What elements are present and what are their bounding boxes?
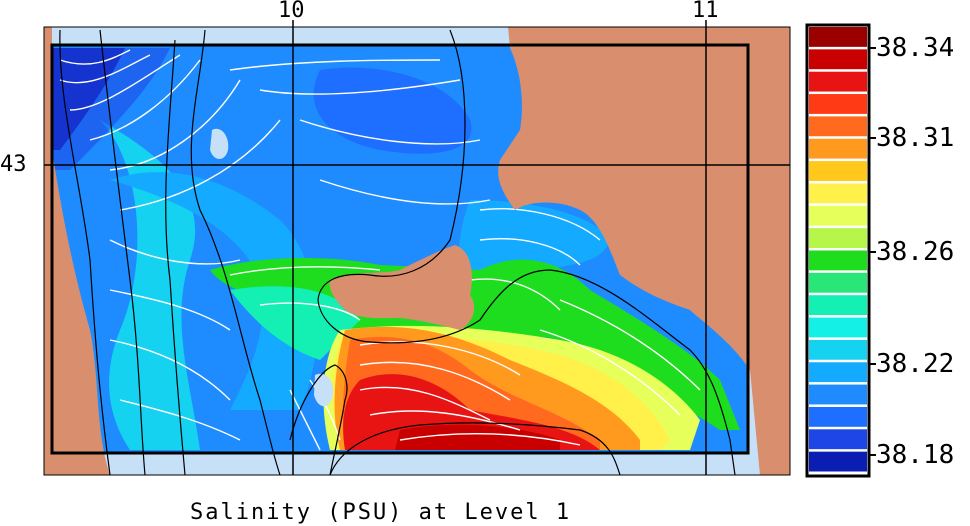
salinity-field-darkred <box>395 424 560 450</box>
colorbar <box>809 27 867 474</box>
map-caption: Salinity (PSU) at Level 1 <box>190 500 572 525</box>
colorbar-swatch <box>809 406 867 427</box>
colorbar-swatch <box>809 295 867 316</box>
map-frame-outer <box>43 26 791 476</box>
salinity-field-lightblue <box>110 172 318 410</box>
colorbar-ticks <box>869 47 876 456</box>
salinity-field-bay <box>458 200 610 350</box>
lon-label-10: 10 <box>278 0 305 23</box>
colorbar-swatch <box>809 49 867 70</box>
colorbar-frame <box>805 23 871 478</box>
colorbar-swatch <box>809 272 867 293</box>
bathymetry-lines <box>59 29 736 475</box>
colorbar-swatch <box>809 205 867 226</box>
colorbar-swatch <box>809 228 867 248</box>
colorbar-swatch <box>809 250 867 271</box>
lat-label-43: 43 <box>0 152 27 177</box>
colorbar-swatch <box>809 161 867 181</box>
salinity-field-blue-nw <box>52 48 170 170</box>
graticule <box>44 20 790 475</box>
colorbar-swatch <box>809 429 867 450</box>
colorbar-swatch <box>809 116 867 137</box>
lon-label-11: 11 <box>692 0 719 23</box>
map-frame-inner <box>50 43 750 455</box>
colorbar-swatch <box>809 317 867 338</box>
colorbar-swatch <box>809 94 867 114</box>
land-northeast <box>498 27 790 475</box>
colorbar-label-4: 38.18 <box>876 440 955 470</box>
land-islet-south <box>314 373 334 407</box>
colorbar-label-0: 38.34 <box>876 33 955 63</box>
colorbar-swatch <box>809 71 867 92</box>
colorbar-label-3: 38.22 <box>876 349 955 379</box>
colorbar-swatch <box>809 339 867 360</box>
land-islet <box>210 128 229 159</box>
colorbar-swatch <box>809 384 867 405</box>
colorbar-label-2: 38.26 <box>876 237 955 267</box>
land-west <box>44 27 110 475</box>
colorbar-swatch <box>809 183 867 204</box>
land-island <box>329 245 475 330</box>
colorbar-swatch <box>809 451 867 472</box>
salinity-field-blue-north <box>313 67 472 154</box>
colorbar-swatch <box>809 27 867 47</box>
colorbar-swatch <box>809 138 867 159</box>
colorbar-label-1: 38.31 <box>876 123 955 153</box>
colorbar-swatch <box>809 362 867 383</box>
